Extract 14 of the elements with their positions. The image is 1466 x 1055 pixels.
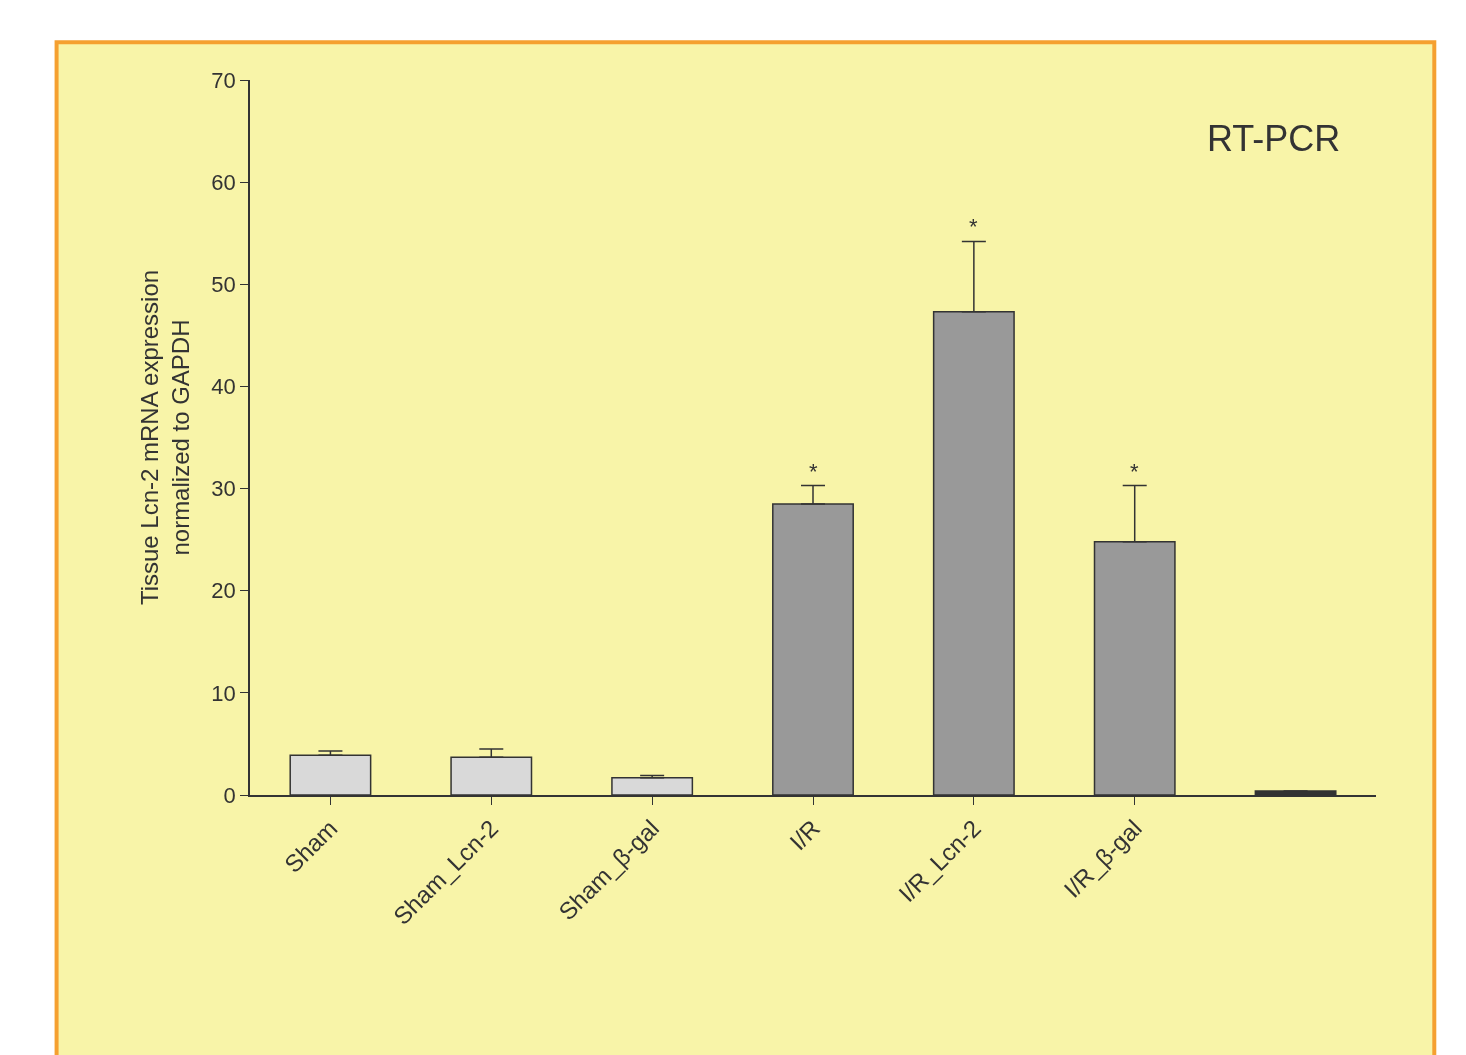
y-tick-label: 20: [211, 578, 236, 604]
y-tick-label: 70: [211, 67, 236, 93]
y-tick-label: 10: [211, 680, 236, 706]
y-tick-label: 0: [223, 782, 236, 808]
y-tick-label: 50: [211, 271, 236, 297]
y-tick-label: 40: [211, 374, 236, 400]
annotation: *: [809, 459, 818, 484]
annotation: *: [1130, 459, 1139, 484]
annotation: *: [969, 214, 978, 239]
y-tick-label: 60: [211, 169, 236, 195]
x-tick-label: I/R: [784, 814, 826, 856]
y-tick-label: 30: [211, 476, 236, 502]
y-axis-title: Tissue Lcn-2 mRNA expression normalized to GAPDH: [135, 269, 194, 606]
annotation: RT-PCR: [1207, 118, 1341, 159]
